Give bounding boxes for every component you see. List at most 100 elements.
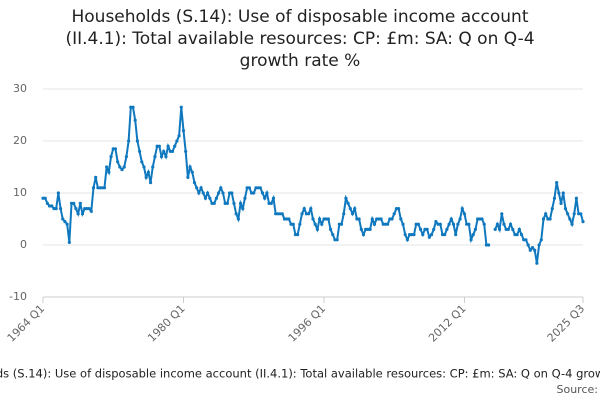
data-point (469, 238, 473, 242)
data-point (449, 217, 453, 221)
data-point (467, 222, 471, 226)
data-point (502, 222, 506, 226)
data-point (357, 217, 361, 221)
data-point (504, 227, 508, 231)
data-point (238, 201, 243, 205)
data-point (298, 222, 302, 226)
data-point (399, 217, 403, 221)
data-point (537, 243, 541, 247)
data-point (131, 105, 135, 109)
data-point (465, 222, 469, 226)
data-point (153, 155, 157, 159)
chart-title: Households (S.14): Use of disposable inc… (65, 7, 535, 71)
data-point (208, 196, 212, 200)
series-line (43, 106, 584, 264)
data-point (45, 201, 49, 205)
data-point (550, 207, 554, 211)
data-point (197, 191, 201, 195)
data-point (493, 227, 497, 231)
data-point (559, 201, 563, 205)
data-point (539, 238, 543, 242)
data-point (175, 139, 179, 143)
data-point (41, 196, 45, 200)
data-point (513, 233, 517, 237)
data-point (135, 139, 139, 143)
data-point (344, 196, 348, 200)
data-point (557, 191, 561, 195)
data-point (394, 207, 399, 211)
data-point (184, 149, 188, 153)
data-point (157, 144, 161, 148)
data-point (552, 196, 557, 200)
data-point (192, 181, 197, 185)
data-point (366, 227, 370, 231)
y-tick-label: -10 (9, 290, 27, 303)
data-point (322, 217, 326, 221)
data-point (260, 191, 265, 195)
data-point (563, 207, 568, 211)
data-point (225, 201, 229, 205)
data-point (522, 238, 526, 242)
data-point (146, 170, 150, 174)
data-point (348, 207, 352, 211)
data-point (249, 191, 254, 195)
data-point (195, 186, 199, 190)
data-point (403, 233, 407, 237)
data-point (436, 222, 440, 226)
data-point (353, 207, 357, 211)
data-point (127, 139, 131, 143)
data-point (173, 144, 177, 148)
data-point (447, 222, 451, 226)
data-point (263, 196, 267, 200)
data-point (186, 175, 190, 179)
data-point (227, 191, 232, 195)
data-point (515, 233, 519, 237)
data-point (293, 233, 298, 237)
data-point (544, 212, 548, 216)
data-point (497, 227, 502, 231)
data-point (177, 134, 181, 138)
data-point (168, 149, 172, 153)
data-point (96, 186, 100, 190)
y-tick-label: 0 (20, 238, 27, 251)
data-point (296, 233, 300, 237)
y-tick-label: 30 (13, 82, 27, 95)
data-point (460, 207, 464, 211)
data-point (61, 217, 65, 221)
data-point (379, 217, 383, 221)
data-point (482, 222, 486, 226)
data-point (478, 217, 482, 221)
data-point (530, 246, 535, 250)
data-point (462, 212, 467, 216)
data-point (533, 248, 537, 252)
data-point (116, 160, 120, 164)
data-point (111, 147, 115, 151)
data-point (324, 217, 328, 221)
data-point (83, 207, 87, 211)
data-point (159, 155, 164, 159)
data-point (581, 220, 585, 224)
data-point (309, 207, 313, 211)
data-point (223, 201, 227, 205)
data-point (315, 227, 319, 231)
data-point (166, 144, 170, 148)
data-point (350, 212, 355, 216)
data-point (58, 207, 63, 211)
data-point (265, 191, 269, 195)
data-point (80, 212, 85, 216)
data-point (221, 191, 225, 195)
data-point (151, 165, 155, 169)
data-point (480, 217, 484, 221)
data-point (47, 204, 52, 208)
data-point (179, 105, 183, 109)
data-point (54, 207, 58, 211)
data-point (526, 243, 530, 247)
data-point (313, 222, 317, 226)
data-point (291, 222, 295, 226)
data-point (142, 165, 146, 169)
data-point (181, 129, 186, 133)
data-point (282, 217, 287, 221)
data-point (129, 105, 133, 109)
data-point (256, 186, 260, 190)
